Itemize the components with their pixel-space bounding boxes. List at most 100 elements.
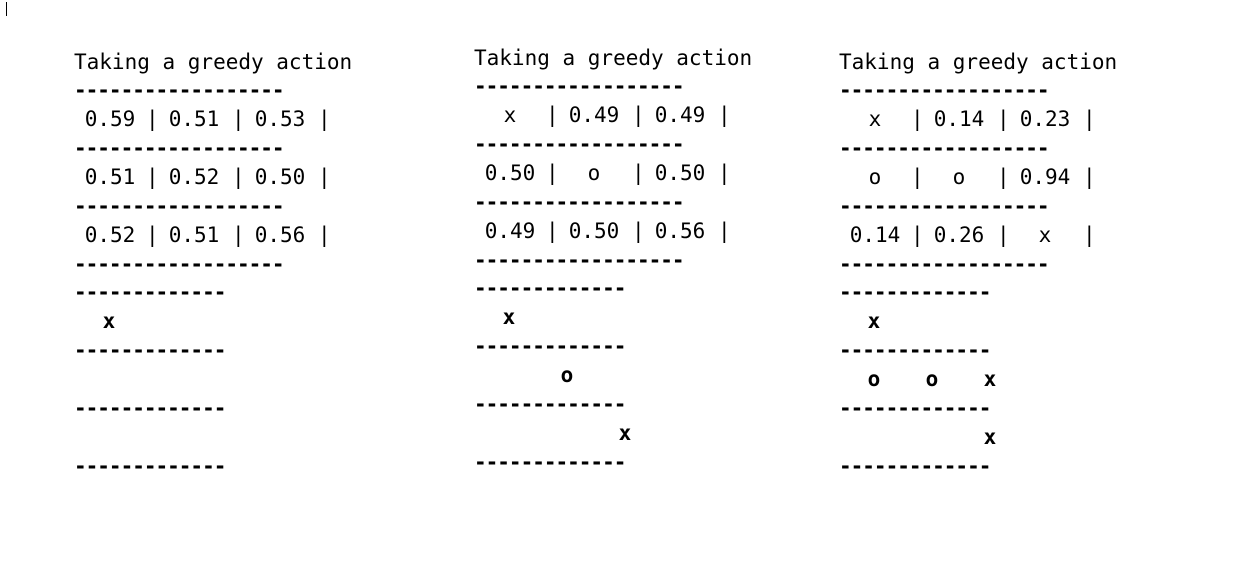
value-row: 0.52 | 0.51 | 0.56 | (74, 220, 352, 250)
divider-line (839, 250, 1117, 278)
value-row: 0.50 | o | 0.50 | (474, 158, 752, 188)
cell-separator: | (632, 103, 645, 127)
board-divider-line (474, 332, 752, 360)
divider-line (74, 76, 352, 104)
value-cell: x (868, 107, 882, 131)
value-cell: 0.14 (849, 223, 901, 247)
value-cell: 0.59 (84, 107, 136, 131)
divider-line (74, 134, 352, 162)
board-divider-line (74, 452, 352, 480)
board-row: x (839, 306, 1117, 336)
value-row: 0.49 | 0.50 | 0.56 | (474, 216, 752, 246)
value-cell: x (1038, 223, 1052, 247)
value-cell: 0.94 (1019, 165, 1071, 189)
cell-separator: | (1083, 223, 1096, 247)
cell-separator: | (632, 219, 645, 243)
panel-title: Taking a greedy action (74, 50, 353, 74)
value-row: o | o | 0.94 | (839, 162, 1117, 192)
value-cell: 0.49 (484, 219, 536, 243)
value-cell: o (587, 161, 601, 185)
cell-separator: | (997, 223, 1010, 247)
value-cell: 0.49 (568, 103, 620, 127)
cell-separator: | (718, 161, 731, 185)
value-cell: 0.51 (168, 107, 220, 131)
divider-line (474, 188, 752, 216)
divider-line (839, 134, 1117, 162)
value-row: x | 0.49 | 0.49 | (474, 100, 752, 130)
greedy-panel-2: Taking a greedy action x | 0.49 | 0.49 | 0.50 | o… (474, 44, 752, 476)
cell-separator: | (146, 165, 159, 189)
value-cell: 0.56 (254, 223, 306, 247)
cell-separator: | (911, 107, 924, 131)
value-row: 0.14 | 0.26 | x | (839, 220, 1117, 250)
cell-separator: | (232, 107, 245, 131)
board-divider-line (839, 278, 1117, 306)
board-cell: x (502, 305, 516, 329)
board-cell: x (102, 309, 116, 333)
cell-separator: | (997, 107, 1010, 131)
board-divider-line (839, 394, 1117, 422)
value-cell: 0.56 (654, 219, 706, 243)
cell-separator: | (546, 219, 559, 243)
board-divider-line (839, 452, 1117, 480)
cell-separator: | (632, 161, 645, 185)
value-cell: 0.52 (168, 165, 220, 189)
cell-separator: | (546, 161, 559, 185)
value-cell: 0.23 (1019, 107, 1071, 131)
cell-separator: | (1083, 165, 1096, 189)
board-cell: x (867, 309, 881, 333)
cell-separator: | (318, 107, 331, 131)
divider-line (474, 246, 752, 274)
cell-separator: | (718, 219, 731, 243)
divider-line (839, 192, 1117, 220)
board-cell: o (867, 367, 881, 391)
board-divider-line (74, 394, 352, 422)
cell-separator: | (232, 165, 245, 189)
greedy-panel-1: Taking a greedy action0.59|0.51|0.53|0.5… (74, 48, 352, 480)
value-cell: 0.50 (254, 165, 306, 189)
cell-separator: | (997, 165, 1010, 189)
board-divider-line (839, 336, 1117, 364)
cell-separator: | (911, 223, 924, 247)
text-cursor (6, 2, 7, 16)
value-cell: 0.50 (568, 219, 620, 243)
cell-separator: | (318, 165, 331, 189)
divider-line (839, 76, 1117, 104)
value-cell: 0.51 (84, 165, 136, 189)
value-cell: x (503, 103, 517, 127)
board-cell: o (925, 367, 939, 391)
value-row: 0.51 | 0.52 | 0.50 | (74, 162, 352, 192)
board-row: x (74, 306, 352, 336)
value-cell: o (868, 165, 882, 189)
value-cell: 0.51 (168, 223, 220, 247)
panel-title: Taking a greedy action (474, 46, 753, 70)
divider-line (74, 192, 352, 220)
cell-separator: | (146, 107, 159, 131)
board-row: x (839, 422, 1117, 452)
cell-separator: | (1083, 107, 1096, 131)
board-row (74, 422, 352, 452)
board-divider-line (474, 390, 752, 418)
value-cell: 0.50 (484, 161, 536, 185)
board-cell: o (560, 363, 574, 387)
cell-separator: | (318, 223, 331, 247)
divider-line (74, 250, 352, 278)
value-cell: o (952, 165, 966, 189)
board-row (74, 364, 352, 394)
board-divider-line (474, 448, 752, 476)
value-cell: 0.53 (254, 107, 306, 131)
board-divider-line (74, 278, 352, 306)
board-row: o (474, 360, 752, 390)
value-cell: 0.26 (933, 223, 985, 247)
divider-line (474, 72, 752, 100)
cell-separator: | (718, 103, 731, 127)
divider-line (474, 130, 752, 158)
panel-title: Taking a greedy action (839, 50, 1118, 74)
board-divider-line (474, 274, 752, 302)
board-cell: x (618, 421, 632, 445)
cell-separator: | (911, 165, 924, 189)
value-cell: 0.49 (654, 103, 706, 127)
value-cell: 0.52 (84, 223, 136, 247)
value-cell: 0.50 (654, 161, 706, 185)
cell-separator: | (146, 223, 159, 247)
